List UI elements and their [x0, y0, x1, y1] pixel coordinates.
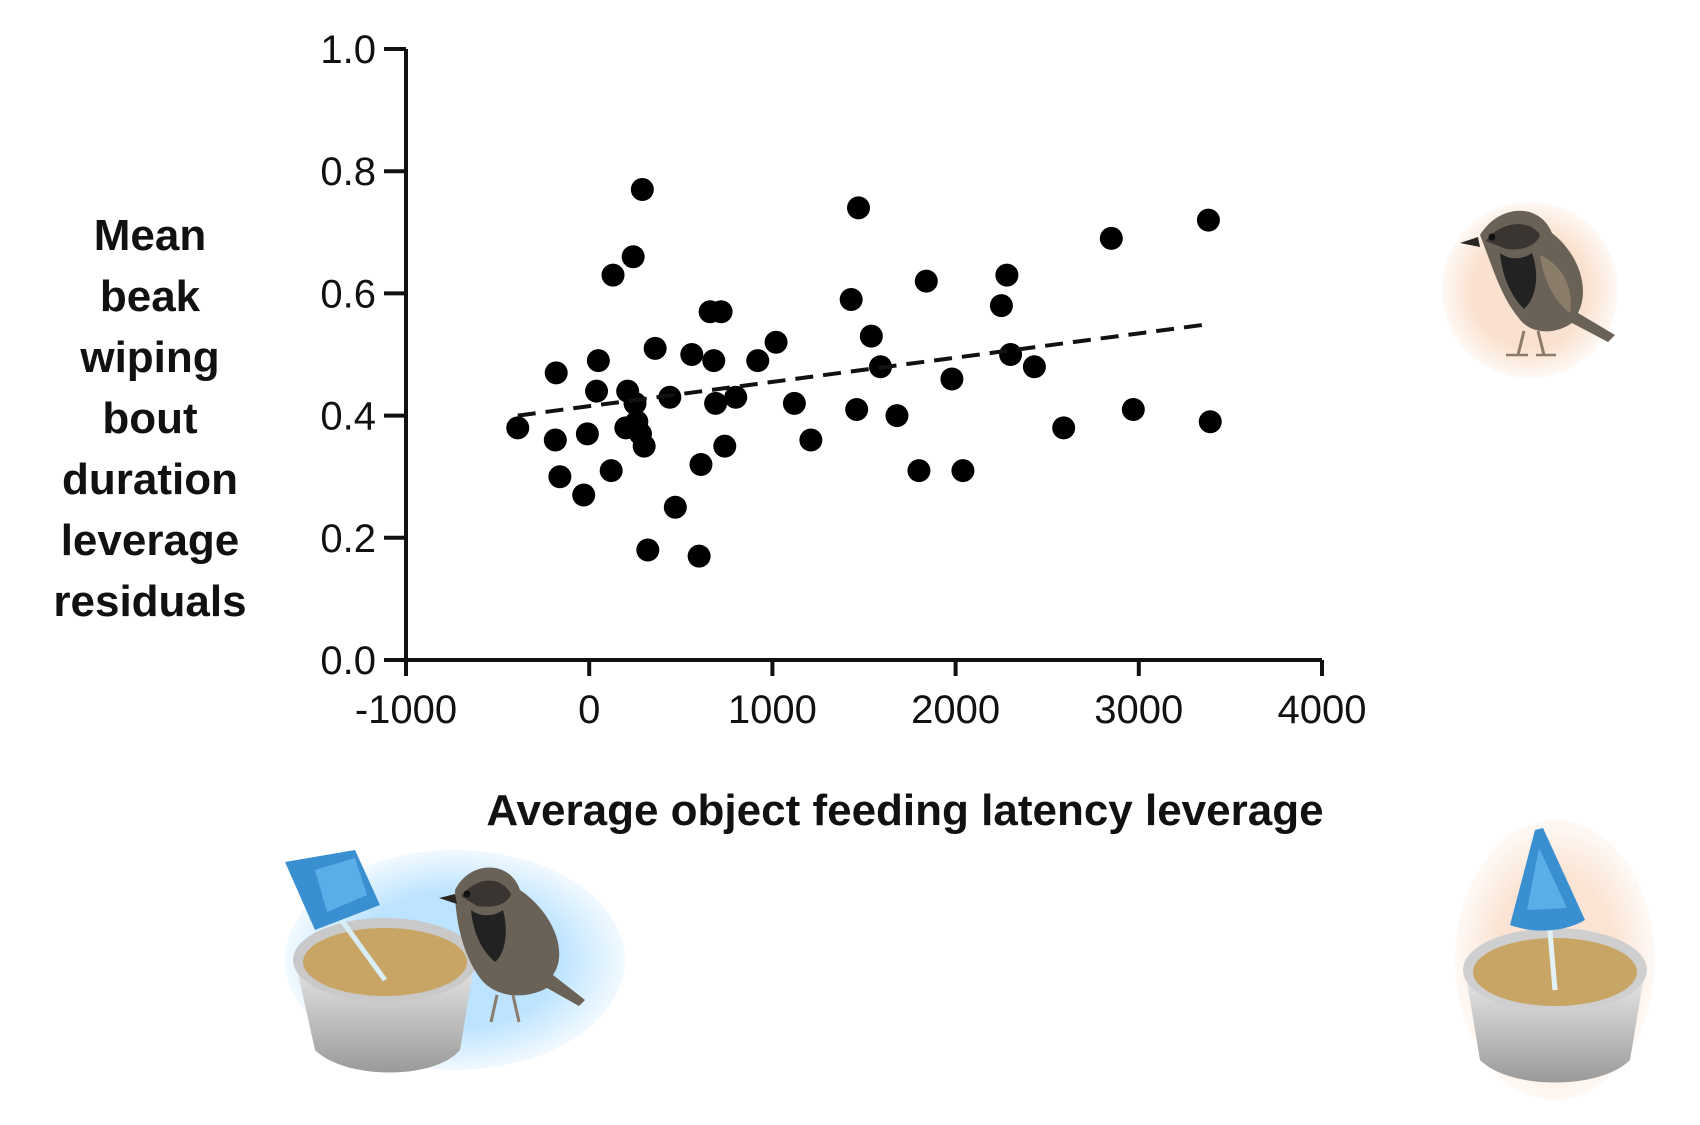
data-point: [713, 434, 737, 458]
data-points: [506, 178, 1222, 568]
data-point: [859, 324, 883, 348]
sparrow-icon: [1442, 202, 1618, 378]
data-point: [839, 288, 863, 312]
y-axis-label-line: leverage: [60, 516, 240, 565]
data-point: [709, 300, 733, 324]
data-point: [940, 367, 964, 391]
data-point: [599, 459, 623, 483]
data-point: [989, 294, 1013, 318]
data-point: [782, 391, 806, 415]
data-point: [632, 434, 656, 458]
y-axis-label-line: bout: [102, 394, 198, 443]
umbrella-bowl-icon: [1455, 820, 1655, 1100]
y-axis-label-line: beak: [99, 272, 201, 321]
y-tick-label: 0.6: [320, 272, 376, 316]
y-tick-label: 0.4: [320, 395, 376, 439]
x-tick-label: 3000: [1094, 688, 1183, 732]
x-tick-label: 0: [578, 688, 600, 732]
data-point: [630, 178, 654, 202]
data-point: [764, 330, 788, 354]
x-tick-label: 1000: [728, 688, 817, 732]
data-point: [845, 397, 869, 421]
trendline-group: [517, 321, 1211, 418]
data-point: [687, 544, 711, 568]
trendline: [517, 321, 1211, 418]
data-point: [995, 263, 1019, 287]
data-point: [799, 428, 823, 452]
data-point: [636, 538, 660, 562]
data-point: [689, 452, 713, 476]
data-point: [643, 336, 667, 360]
data-point: [506, 416, 530, 440]
data-point: [746, 349, 770, 373]
y-tick-label: 0.0: [320, 639, 376, 683]
y-axis-label-line: Mean: [93, 211, 207, 260]
data-point: [572, 483, 596, 507]
y-tick-label: 0.8: [320, 150, 376, 194]
data-point: [1052, 416, 1076, 440]
x-tick-label: 2000: [911, 688, 1000, 732]
data-point: [914, 269, 938, 293]
data-point: [951, 459, 975, 483]
data-point: [1196, 208, 1220, 232]
x-tick-label: 4000: [1278, 688, 1367, 732]
sparrow-with-umbrella-bowl-icon: [285, 850, 625, 1073]
data-point: [543, 428, 567, 452]
axes: [404, 49, 1322, 662]
data-point: [544, 361, 568, 385]
data-point: [601, 263, 625, 287]
data-point: [548, 465, 572, 489]
data-point: [1022, 355, 1046, 379]
y-axis-label-line: wiping: [80, 333, 220, 382]
data-point: [575, 422, 599, 446]
y-axis-label-line: residuals: [53, 577, 247, 626]
data-point: [586, 349, 610, 373]
data-point: [1198, 410, 1222, 434]
data-point: [621, 245, 645, 269]
data-point: [885, 404, 909, 428]
y-tick-label: 1.0: [320, 28, 376, 72]
y-axis-label-line: duration: [62, 455, 238, 504]
ticks: -1000 0 1000 2000 3000 4000 0.0 0.2 0.4 0.6 0.8 1.0: [320, 28, 1366, 732]
data-point: [999, 343, 1023, 366]
data-point: [724, 385, 748, 409]
data-point: [847, 196, 871, 220]
data-point: [680, 343, 704, 366]
x-tick-label: -1000: [355, 688, 457, 732]
data-point: [704, 391, 728, 415]
data-point: [663, 495, 687, 519]
x-axis-label: Average object feeding latency leverage: [486, 786, 1324, 835]
data-point: [1099, 226, 1123, 250]
data-point: [585, 379, 609, 403]
data-point: [907, 459, 931, 483]
data-point: [702, 349, 726, 373]
y-axis-label: Mean beak wiping bout duration leverage …: [20, 205, 280, 632]
data-point: [1121, 397, 1145, 421]
y-tick-label: 0.2: [320, 517, 376, 561]
